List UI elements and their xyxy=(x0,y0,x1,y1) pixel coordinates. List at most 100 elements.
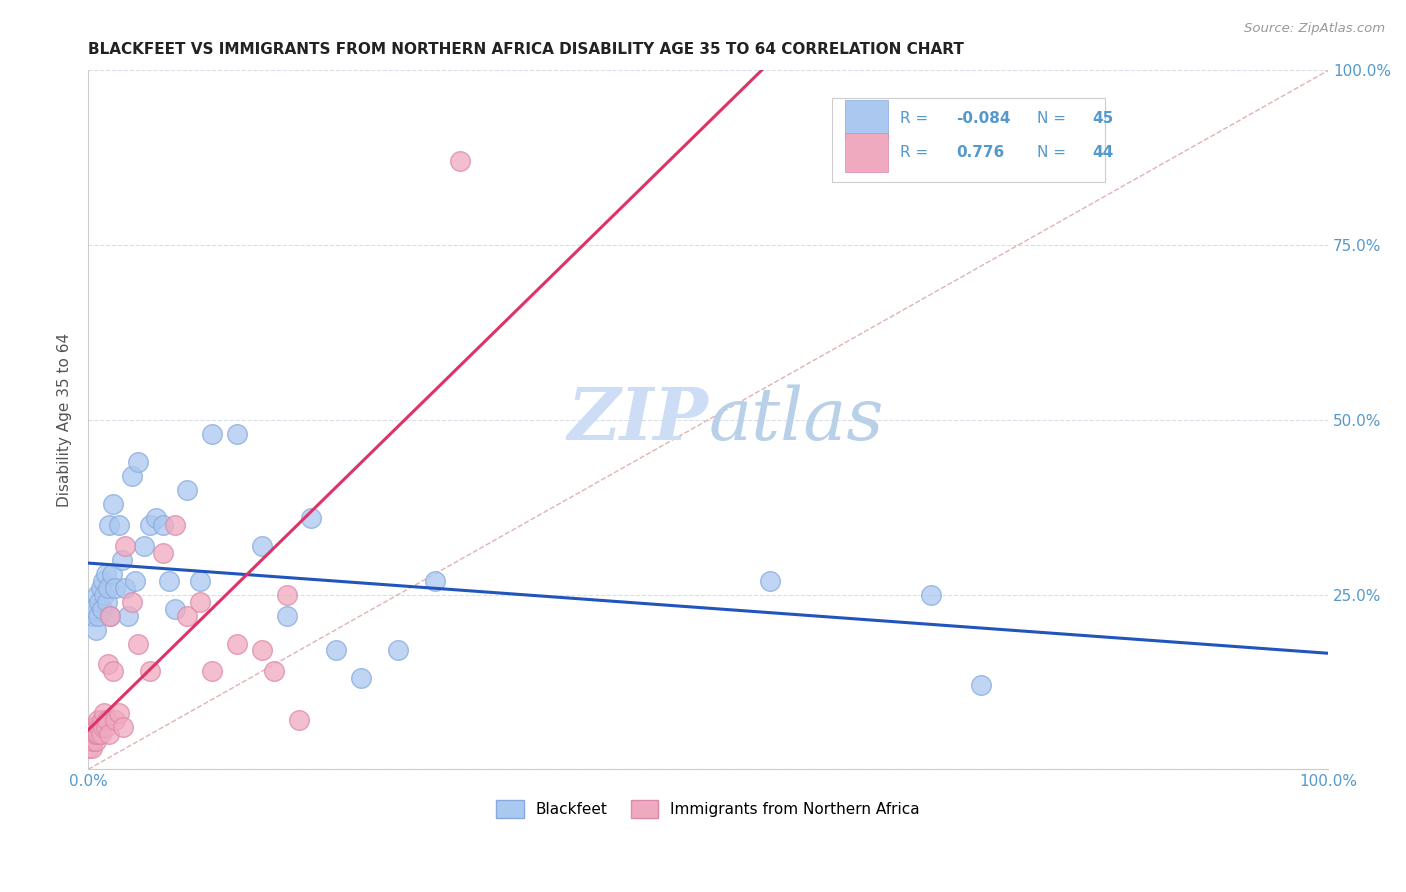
Point xyxy=(449,154,471,169)
Point xyxy=(83,601,105,615)
Point xyxy=(80,727,103,741)
Point xyxy=(87,714,110,728)
Point xyxy=(127,636,149,650)
Point xyxy=(91,574,114,588)
Point xyxy=(100,608,122,623)
Point xyxy=(89,720,111,734)
Point xyxy=(97,657,120,672)
Point xyxy=(759,574,782,588)
Point xyxy=(96,714,118,728)
FancyBboxPatch shape xyxy=(832,98,1105,182)
Point xyxy=(188,594,211,608)
Point xyxy=(84,727,107,741)
Point xyxy=(101,497,124,511)
Point xyxy=(98,517,121,532)
Point xyxy=(111,552,134,566)
Point xyxy=(201,665,224,679)
Point xyxy=(93,706,115,721)
Point xyxy=(201,426,224,441)
Point xyxy=(90,727,112,741)
Point xyxy=(163,601,186,615)
Point xyxy=(79,727,101,741)
Point xyxy=(91,720,114,734)
Point xyxy=(139,517,162,532)
Text: atlas: atlas xyxy=(709,384,883,455)
Point xyxy=(90,714,112,728)
Point xyxy=(114,581,136,595)
Point xyxy=(250,643,273,657)
Point xyxy=(299,510,322,524)
Point xyxy=(82,720,104,734)
Point xyxy=(83,727,105,741)
Point xyxy=(79,734,101,748)
Point xyxy=(263,665,285,679)
Point xyxy=(86,588,108,602)
Point xyxy=(188,574,211,588)
Text: 0.776: 0.776 xyxy=(956,145,1004,160)
Text: 44: 44 xyxy=(1092,145,1114,160)
Point xyxy=(79,741,101,756)
Text: BLACKFEET VS IMMIGRANTS FROM NORTHERN AFRICA DISABILITY AGE 35 TO 64 CORRELATION: BLACKFEET VS IMMIGRANTS FROM NORTHERN AF… xyxy=(89,42,965,57)
Point xyxy=(276,608,298,623)
Point xyxy=(325,643,347,657)
Text: N =: N = xyxy=(1036,145,1070,160)
FancyBboxPatch shape xyxy=(845,133,889,172)
Point xyxy=(104,581,127,595)
Text: N =: N = xyxy=(1036,112,1070,127)
Point xyxy=(226,426,249,441)
Point xyxy=(83,720,105,734)
Point xyxy=(84,734,107,748)
Point xyxy=(96,594,118,608)
Point xyxy=(121,468,143,483)
Point xyxy=(425,574,447,588)
Point xyxy=(90,581,112,595)
Point xyxy=(82,734,104,748)
Text: R =: R = xyxy=(900,145,934,160)
Legend: Blackfeet, Immigrants from Northern Africa: Blackfeet, Immigrants from Northern Afri… xyxy=(491,794,927,824)
Text: Source: ZipAtlas.com: Source: ZipAtlas.com xyxy=(1244,22,1385,36)
Point xyxy=(124,574,146,588)
Point xyxy=(90,601,112,615)
Text: -0.084: -0.084 xyxy=(956,112,1011,127)
Point xyxy=(108,706,131,721)
Y-axis label: Disability Age 35 to 64: Disability Age 35 to 64 xyxy=(58,333,72,507)
Point xyxy=(104,714,127,728)
Point xyxy=(94,566,117,581)
Point xyxy=(145,510,167,524)
Point xyxy=(920,588,942,602)
Point xyxy=(157,574,180,588)
Point xyxy=(127,455,149,469)
Text: R =: R = xyxy=(900,112,934,127)
Point xyxy=(86,720,108,734)
Point xyxy=(139,665,162,679)
Point xyxy=(121,594,143,608)
Point xyxy=(176,483,198,497)
Point xyxy=(87,727,110,741)
Point xyxy=(86,727,108,741)
Point xyxy=(89,594,111,608)
Point xyxy=(114,539,136,553)
Point xyxy=(152,546,174,560)
Point xyxy=(111,720,134,734)
Point xyxy=(97,581,120,595)
FancyBboxPatch shape xyxy=(845,100,889,138)
Point xyxy=(288,714,311,728)
Point xyxy=(163,517,186,532)
Point xyxy=(152,517,174,532)
Text: ZIP: ZIP xyxy=(567,384,709,455)
Point xyxy=(84,623,107,637)
Point xyxy=(100,608,122,623)
Point xyxy=(117,608,139,623)
Point xyxy=(132,539,155,553)
Text: 45: 45 xyxy=(1092,112,1114,127)
Point xyxy=(108,517,131,532)
Point xyxy=(387,643,409,657)
Point xyxy=(100,566,122,581)
Point xyxy=(98,727,121,741)
Point xyxy=(87,608,110,623)
Point xyxy=(350,672,373,686)
Point xyxy=(176,608,198,623)
Point xyxy=(250,539,273,553)
Point xyxy=(226,636,249,650)
Point xyxy=(93,588,115,602)
